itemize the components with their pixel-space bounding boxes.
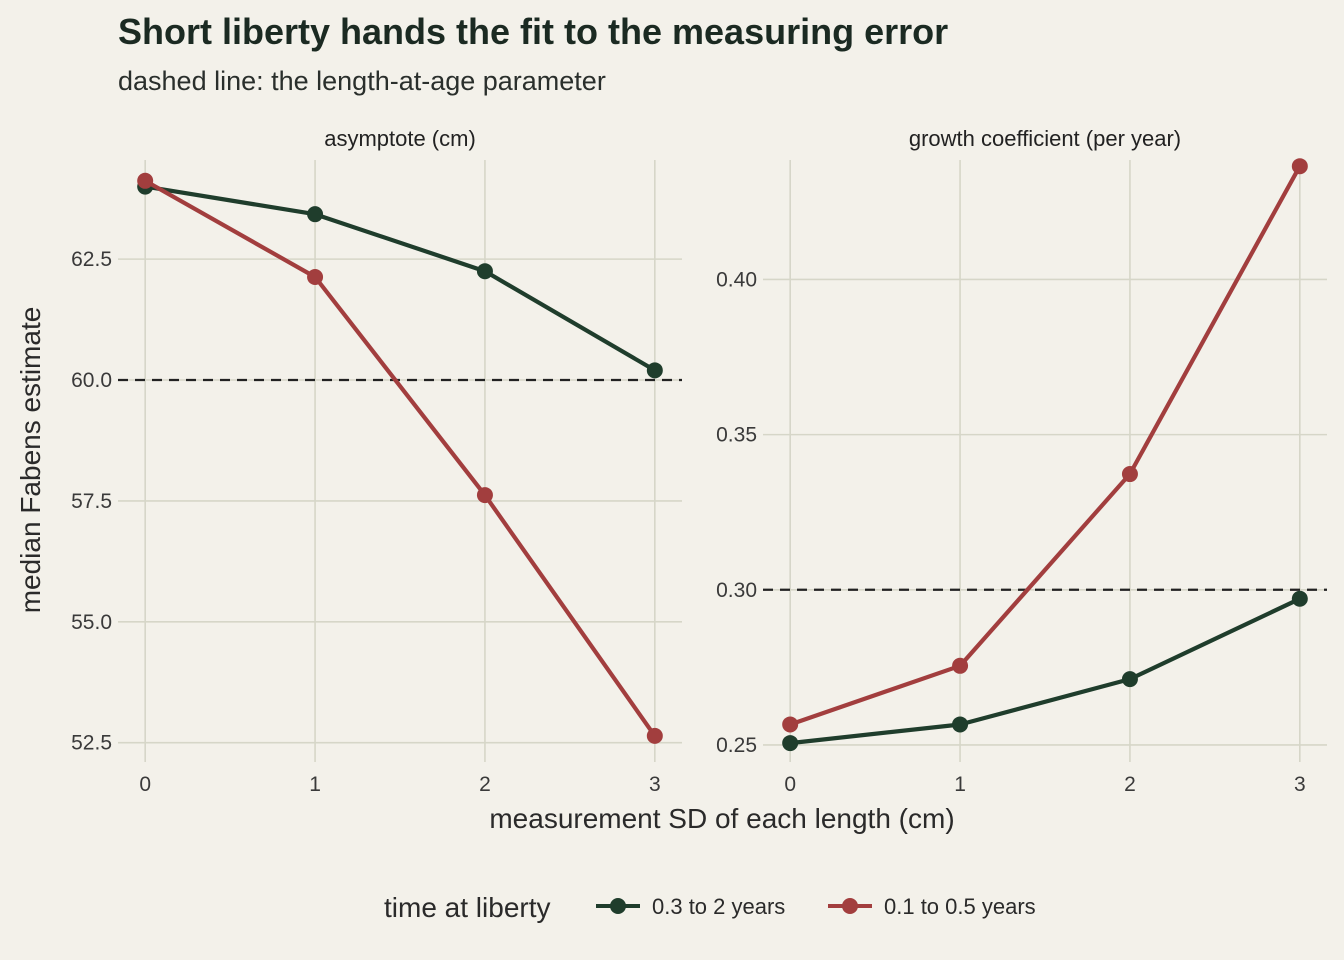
y-tick-label: 0.25 [716, 734, 757, 757]
chart-subtitle: dashed line: the length-at-age parameter [118, 66, 606, 96]
x-tick-label: 2 [1124, 773, 1136, 796]
x-axis-title: measurement SD of each length (cm) [489, 803, 954, 834]
data-point-0-1-to-0-5-years [1121, 466, 1138, 483]
panel-strip-asymptote: asymptote (cm) [324, 126, 476, 151]
x-tick-label: 0 [139, 773, 151, 796]
series-line-0-3-to-2-years [144, 184, 656, 373]
y-tick-label: 0.35 [716, 424, 757, 447]
y-tick-label: 0.30 [716, 579, 757, 602]
data-point-0-3-to-2-years [1291, 590, 1308, 607]
legend-title: time at liberty [384, 892, 551, 923]
x-tick-label: 3 [649, 773, 661, 796]
data-point-0-3-to-2-years [782, 735, 799, 752]
data-point-0-1-to-0-5-years [1291, 158, 1308, 175]
y-tick-label: 57.5 [71, 490, 112, 513]
x-tick-label: 1 [954, 773, 966, 796]
panel-strip-growth: growth coefficient (per year) [909, 126, 1181, 151]
data-point-0-3-to-2-years [1121, 671, 1138, 688]
data-point-0-3-to-2-years [476, 263, 493, 280]
data-point-0-1-to-0-5-years [476, 487, 493, 504]
legend-key-point-short [842, 898, 858, 914]
x-tick-label: 0 [784, 773, 796, 796]
data-point-0-1-to-0-5-years [646, 727, 663, 744]
legend-label-short: 0.1 to 0.5 years [884, 894, 1036, 919]
data-point-0-3-to-2-years [952, 716, 969, 733]
chart-title: Short liberty hands the fit to the measu… [118, 11, 948, 52]
y-tick-label: 52.5 [71, 732, 112, 755]
data-point-0-3-to-2-years [646, 362, 663, 379]
y-axis-title: median Fabens estimate [15, 307, 46, 614]
series-line-0-3-to-2-years [789, 596, 1301, 746]
panel-growth: 0.25 0.30 0.35 0.40 0 1 2 3 [716, 158, 1327, 796]
data-point-0-1-to-0-5-years [952, 657, 969, 674]
y-tick-label: 0.40 [716, 268, 757, 291]
data-point-0-1-to-0-5-years [137, 172, 154, 189]
data-point-0-1-to-0-5-years [782, 716, 799, 733]
y-tick-label: 60.0 [71, 369, 112, 392]
panel-asymptote: 52.5 55.0 57.5 60.0 62.5 0 1 2 3 [71, 160, 682, 796]
data-point-0-1-to-0-5-years [307, 269, 324, 286]
series-line-0-1-to-0-5-years [789, 165, 1302, 727]
legend-label-long: 0.3 to 2 years [652, 894, 785, 919]
legend-key-point-long [610, 898, 626, 914]
x-tick-label: 2 [479, 773, 491, 796]
y-tick-label: 55.0 [71, 611, 112, 634]
data-point-0-3-to-2-years [307, 206, 324, 223]
x-tick-label: 1 [309, 773, 321, 796]
legend: time at liberty 0.3 to 2 years 0.1 to 0.… [384, 892, 1036, 923]
y-tick-label: 62.5 [71, 248, 112, 271]
series-line-0-1-to-0-5-years [144, 178, 657, 738]
x-tick-label: 3 [1294, 773, 1306, 796]
